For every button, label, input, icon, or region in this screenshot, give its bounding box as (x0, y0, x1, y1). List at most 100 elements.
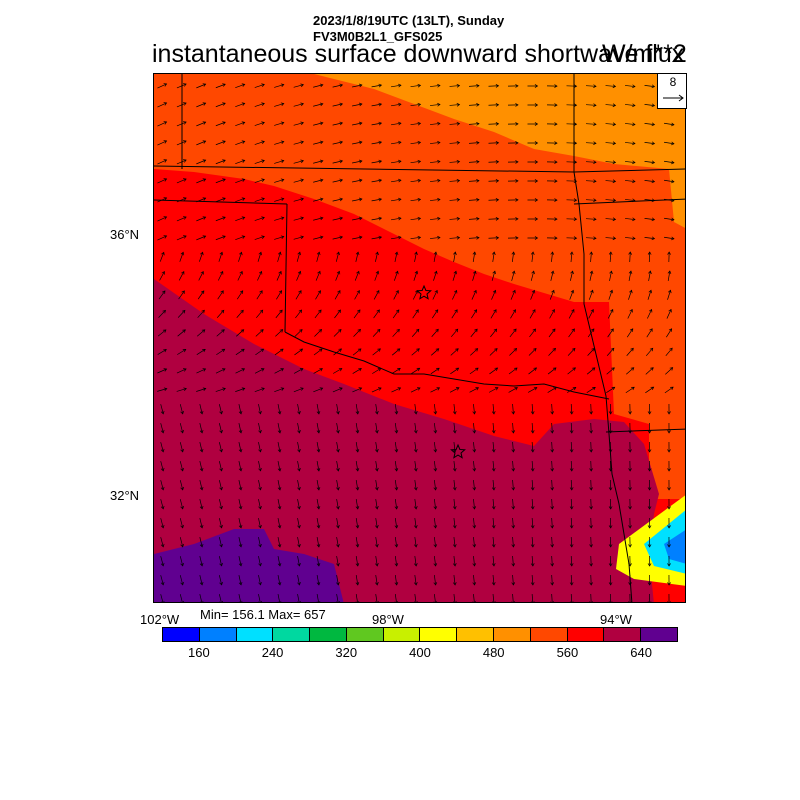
wind-arrow (157, 178, 167, 184)
wind-arrow-head (222, 159, 226, 163)
wind-arrow (394, 442, 398, 452)
wind-arrow (274, 348, 284, 356)
wind-arrow (293, 236, 304, 240)
wind-arrow (509, 348, 517, 356)
wind-arrow (394, 537, 398, 547)
wind-arrow-head (491, 430, 496, 434)
wind-arrow (410, 141, 421, 145)
wind-arrow (254, 122, 265, 126)
wind-arrow (570, 271, 573, 281)
wind-arrow-head (318, 348, 323, 352)
wind-arrow (512, 593, 514, 602)
wind-arrow-head (593, 122, 597, 127)
wind-arrow (492, 460, 495, 472)
wind-arrow (588, 309, 594, 319)
wind-arrow-head (336, 582, 340, 586)
wind-arrow (258, 575, 261, 585)
wind-arrow-head (183, 178, 187, 182)
wind-arrow (392, 309, 400, 319)
wind-arrow (434, 593, 436, 602)
wind-arrow-head (632, 103, 636, 108)
wind-arrow-head (316, 543, 321, 548)
wind-arrow (606, 387, 615, 393)
wind-arrow-head (530, 525, 535, 529)
wind-arrow (332, 217, 343, 221)
wind-arrow-head (261, 216, 265, 220)
wind-arrow (334, 309, 341, 319)
wind-arrow (235, 368, 245, 374)
wind-arrow (332, 122, 343, 126)
wind-arrow (313, 141, 323, 145)
wind-arrow-head (414, 487, 418, 491)
wind-arrow-head (511, 449, 516, 453)
wind-arrow-head (590, 308, 594, 313)
wind-arrow-head (491, 525, 496, 529)
wind-arrow-head (280, 102, 285, 107)
wind-arrow (275, 329, 283, 337)
wind-arrow-head (472, 449, 477, 453)
wind-arrow-head (202, 102, 207, 106)
wind-arrow-head (222, 235, 226, 239)
wind-arrow-head (319, 102, 324, 107)
wind-arrow-head (611, 367, 615, 371)
wind-arrow (468, 142, 480, 144)
wind-arrow-head (180, 581, 184, 586)
wind-arrow-head (358, 83, 363, 88)
wind-arrow (177, 329, 186, 337)
wind-arrow (490, 309, 497, 319)
wind-arrow-head (572, 387, 577, 391)
wind-arrow (429, 104, 441, 106)
wind-arrow-head (297, 486, 301, 491)
colorbar-swatch-11 (567, 628, 605, 641)
wind-arrow-head (316, 448, 321, 453)
wind-arrow (277, 499, 281, 509)
wind-arrow (219, 556, 222, 566)
wind-arrow-head (495, 84, 500, 88)
wind-arrow-head (358, 121, 363, 126)
wind-arrow (473, 460, 475, 472)
colorbar-swatch-7 (420, 628, 458, 641)
wind-arrow (570, 593, 573, 602)
wind-arrow-head (592, 386, 596, 391)
wind-arrow (473, 536, 475, 548)
wind-arrow (276, 271, 282, 281)
wind-arrow-head (163, 140, 168, 144)
wind-arrow-head (261, 178, 265, 182)
wind-arrow (492, 252, 495, 262)
wind-arrow (453, 593, 456, 602)
wind-arrow-head (433, 468, 438, 472)
wind-arrow-head (530, 430, 535, 434)
wind-arrow (371, 236, 382, 240)
wind-arrow (332, 198, 343, 202)
wind-arrow (199, 404, 203, 414)
wind-arrow-head (511, 582, 516, 586)
wind-arrow (665, 367, 673, 375)
wind-arrow (160, 537, 164, 547)
wind-arrow (371, 198, 382, 202)
wind-arrow-head (202, 178, 207, 182)
wind-arrow-head (219, 467, 223, 472)
wind-arrow-head (647, 506, 652, 510)
wind-arrow (258, 537, 261, 547)
wind-arrow-head (453, 289, 458, 294)
wind-arrow (277, 537, 281, 547)
wind-arrow-head (298, 290, 302, 294)
wind-arrow-head (456, 235, 461, 240)
wind-arrow (605, 180, 616, 182)
wind-arrow (352, 84, 362, 88)
wind-arrow (336, 461, 339, 471)
wind-arrow-head (375, 411, 379, 415)
wind-arrow-head (554, 84, 558, 88)
map-panel[interactable] (153, 73, 686, 603)
wind-arrow-head (476, 197, 480, 202)
wind-arrow-head (182, 329, 186, 333)
wind-arrow-head (336, 544, 340, 548)
wind-arrow-head (183, 83, 187, 87)
wind-arrow (489, 348, 498, 356)
wind-arrow-head (394, 449, 399, 453)
wind-arrow-head (339, 121, 344, 126)
wind-arrow-head (394, 525, 399, 529)
wind-arrow-head (514, 387, 518, 391)
wind-arrow-head (647, 251, 652, 255)
wind-arrow-head (355, 449, 360, 453)
